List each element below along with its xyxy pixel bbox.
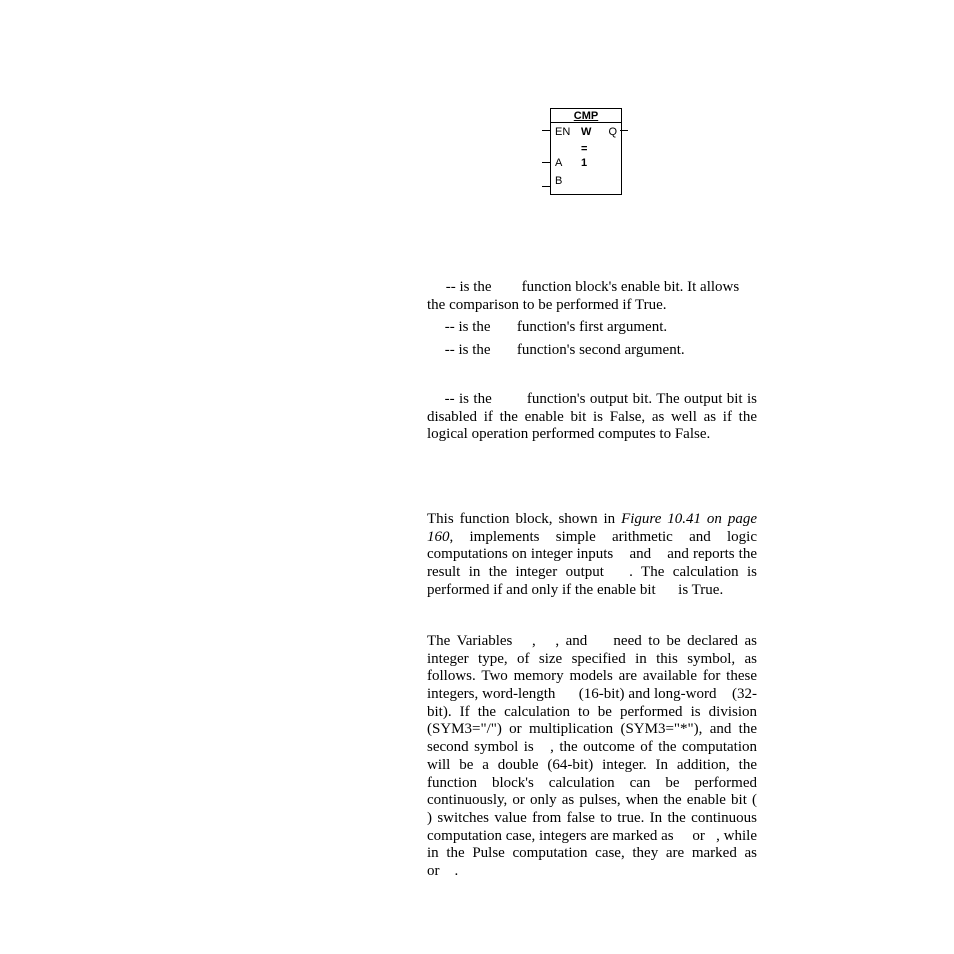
cmp-mid-w: W (581, 126, 591, 138)
cmp-port-en: EN (555, 126, 570, 138)
tick-q (620, 130, 628, 131)
para-q-text: -- is the function's output bit. The out… (427, 391, 761, 442)
cmp-row-3: A 1 (551, 157, 621, 175)
para-b-text: -- is the function's second argument. (441, 342, 685, 358)
para-en: -- is the function block's enable bit. I… (427, 279, 757, 314)
cmp-port-a: A (555, 157, 562, 169)
tick-en (542, 130, 550, 131)
cmp-figure: CMP EN W Q = A 1 B (550, 108, 622, 195)
para-a-text: -- is the function's first argument. (441, 319, 667, 335)
cmp-port-b: B (555, 175, 562, 187)
para-vars: The Variables , , and need to be declare… (427, 633, 757, 881)
para-q: -- is the function's output bit. The out… (427, 391, 757, 444)
para-intro-b: , implements simple arithmetic and logic… (427, 529, 761, 598)
cmp-port-q: Q (608, 126, 617, 138)
document-page: CMP EN W Q = A 1 B (0, 0, 954, 954)
cmp-row-2: = (551, 143, 621, 157)
para-a: -- is the function's first argument. (441, 319, 757, 337)
para-intro: This function block, shown in Figure 10.… (427, 511, 757, 599)
cmp-row-4: B (551, 175, 621, 191)
cmp-mid-1: 1 (581, 157, 587, 169)
para-vars-text: The Variables , , and need to be declare… (427, 633, 780, 879)
tick-a (542, 162, 550, 163)
tick-b (542, 186, 550, 187)
para-b: -- is the function's second argument. (441, 342, 757, 360)
cmp-mid-eq: = (581, 143, 587, 155)
cmp-title: CMP (551, 109, 621, 123)
cmp-row-1: EN W Q (551, 123, 621, 143)
cmp-box: CMP EN W Q = A 1 B (550, 108, 622, 195)
para-en-text: -- is the function block's enable bit. I… (427, 279, 743, 313)
para-intro-a: This function block, shown in (427, 511, 621, 527)
